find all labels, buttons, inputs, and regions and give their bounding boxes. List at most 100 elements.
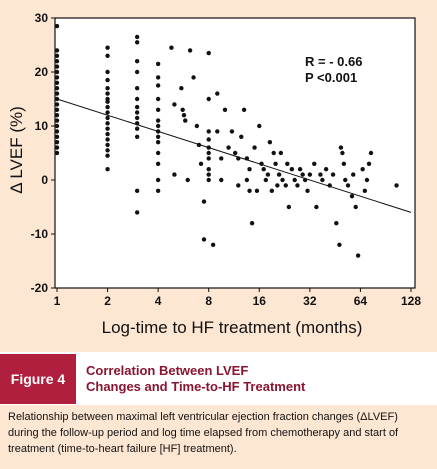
- data-point: [219, 156, 224, 161]
- data-point: [169, 45, 174, 50]
- data-point: [239, 134, 244, 139]
- data-point: [198, 161, 204, 166]
- data-point: [194, 123, 200, 129]
- data-point: [206, 129, 211, 134]
- figure-badge: Figure 4: [0, 354, 76, 404]
- data-point: [54, 107, 60, 113]
- data-point: [187, 48, 193, 53]
- data-point: [249, 221, 255, 226]
- data-point: [295, 183, 300, 188]
- data-point: [353, 204, 358, 210]
- data-point: [105, 167, 110, 172]
- data-point: [337, 242, 342, 247]
- data-point: [364, 177, 370, 183]
- data-point: [345, 183, 351, 188]
- data-point: [54, 59, 60, 64]
- data-point: [297, 167, 303, 172]
- r-value-label: R = - 0.66: [305, 54, 362, 69]
- data-point: [254, 188, 260, 193]
- data-point: [134, 126, 140, 131]
- data-point: [323, 167, 329, 172]
- data-point: [244, 177, 250, 183]
- data-point: [360, 167, 365, 172]
- data-point: [318, 172, 323, 177]
- x-tick-label: 128: [401, 294, 421, 308]
- data-point: [252, 145, 257, 150]
- data-point: [54, 113, 60, 118]
- data-point: [355, 253, 361, 258]
- x-axis-ticks: 1 2 4 8 16 32 64 128: [54, 288, 421, 308]
- data-point: [206, 50, 211, 56]
- data-point: [210, 242, 216, 247]
- data-point: [289, 167, 295, 172]
- y-tick-label: -10: [31, 227, 49, 241]
- data-point: [229, 129, 235, 134]
- data-point: [201, 237, 207, 242]
- data-point: [155, 150, 161, 156]
- x-tick-label: 8: [205, 294, 212, 308]
- data-point: [105, 126, 110, 131]
- data-point: [105, 91, 110, 96]
- data-point: [54, 118, 60, 123]
- data-point: [105, 121, 110, 126]
- figure-title-line1: Correlation Between LVEF: [86, 363, 249, 378]
- p-value-label: P <0.001: [305, 70, 357, 85]
- data-point: [105, 77, 110, 83]
- data-point: [267, 140, 273, 145]
- data-point: [54, 86, 60, 91]
- data-point: [247, 167, 252, 172]
- data-point: [276, 172, 282, 177]
- data-point: [155, 118, 161, 123]
- data-point: [155, 123, 161, 129]
- data-point: [261, 167, 266, 172]
- data-point: [54, 150, 60, 156]
- y-axis-ticks: 30 20 10 0 -10 -20: [31, 11, 55, 295]
- data-point: [314, 204, 319, 210]
- regression-line: [56, 98, 412, 213]
- data-point: [206, 150, 211, 156]
- data-point: [232, 150, 238, 156]
- data-point: [54, 102, 60, 107]
- data-point: [105, 148, 110, 153]
- data-point: [215, 91, 220, 96]
- data-point: [105, 45, 110, 50]
- data-point: [305, 188, 310, 193]
- data-points: [54, 23, 399, 258]
- y-tick-label: 0: [41, 173, 48, 187]
- figure-caption: Relationship between maximal left ventri…: [8, 411, 399, 455]
- data-point: [155, 61, 161, 67]
- data-point: [54, 69, 60, 75]
- figure-title: Correlation Between LVEF Changes and Tim…: [86, 363, 426, 395]
- data-point: [265, 172, 271, 177]
- data-point: [269, 188, 275, 193]
- data-point: [134, 96, 140, 102]
- data-point: [366, 161, 372, 166]
- data-point: [54, 91, 60, 96]
- data-point: [54, 23, 60, 29]
- data-point: [206, 167, 211, 172]
- data-point: [273, 161, 278, 166]
- x-tick-label: 4: [155, 294, 162, 308]
- data-point: [54, 48, 60, 53]
- data-point: [155, 140, 161, 145]
- data-point: [241, 107, 247, 113]
- data-point: [226, 145, 231, 150]
- data-point: [155, 107, 161, 113]
- figure-header: Figure 4 Correlation Between LVEF Change…: [0, 354, 437, 404]
- data-point: [280, 177, 285, 183]
- data-point: [179, 86, 184, 91]
- data-point: [54, 64, 60, 69]
- data-point: [206, 177, 211, 183]
- data-point: [105, 69, 110, 75]
- data-point: [201, 199, 207, 204]
- data-point: [222, 107, 228, 113]
- data-point: [292, 177, 297, 183]
- data-point: [263, 177, 269, 183]
- data-point: [155, 161, 161, 166]
- data-point: [105, 110, 110, 115]
- data-point: [54, 75, 60, 80]
- caption-box: Relationship between maximal left ventri…: [0, 405, 437, 469]
- x-axis-title: Log-time to HF treatment (months): [102, 318, 363, 337]
- data-point: [134, 188, 140, 193]
- y-tick-label: 20: [35, 65, 49, 79]
